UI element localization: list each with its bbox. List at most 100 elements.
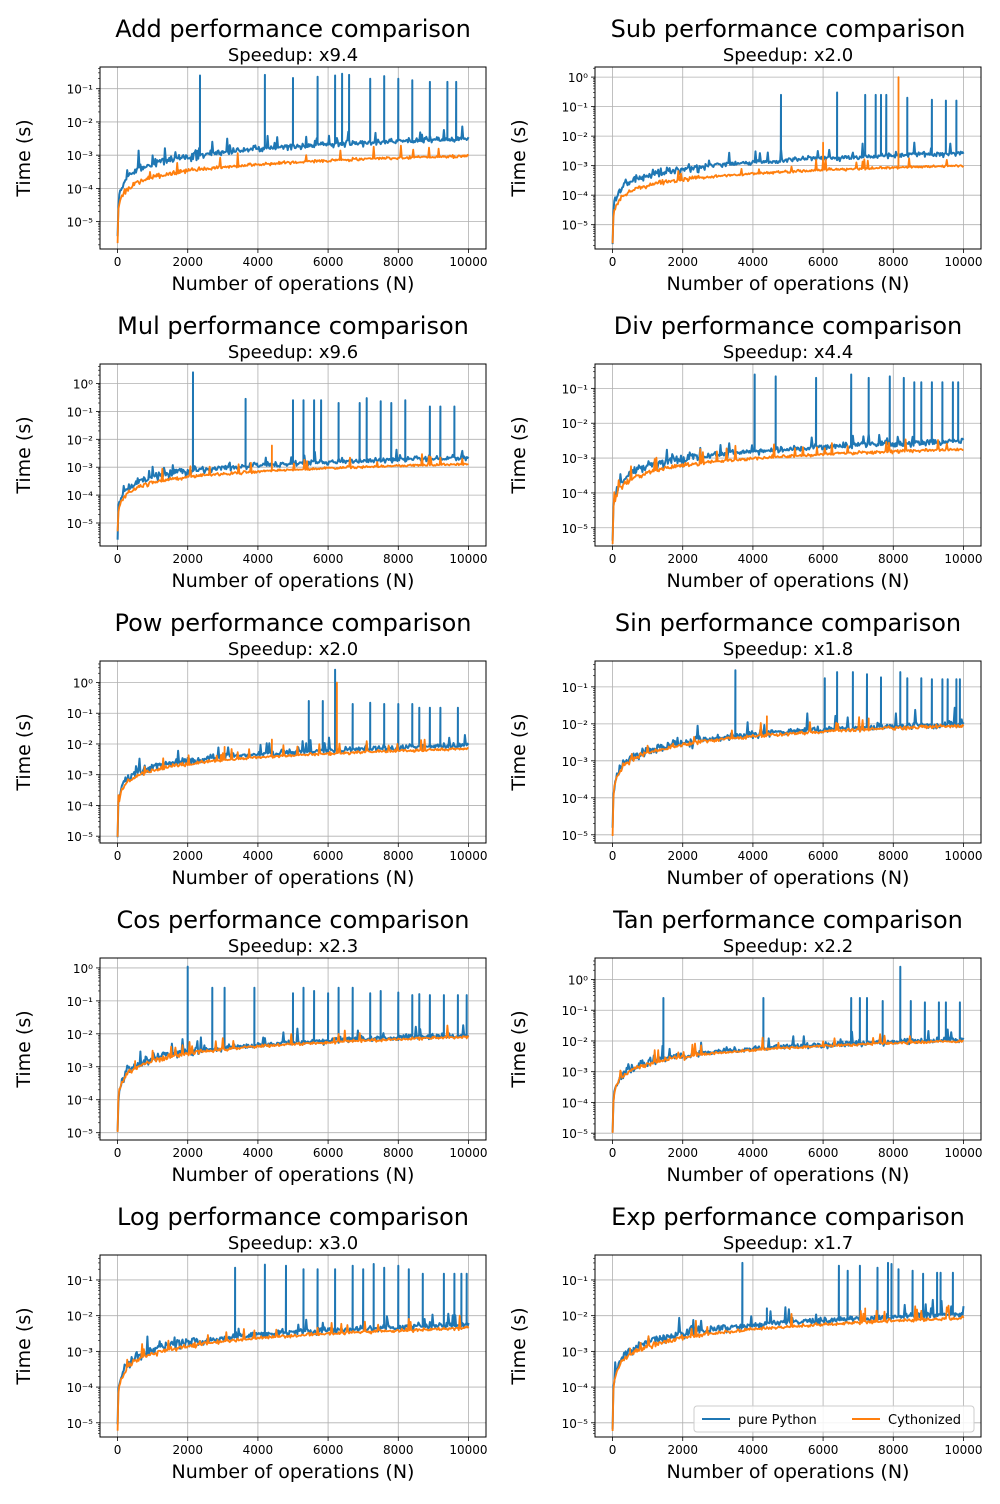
y-tick-label: 10⁻³	[67, 461, 94, 475]
x-tick-label: 6000	[808, 1146, 839, 1160]
y-tick-label: 10⁻²	[562, 130, 589, 144]
y-tick-label: 10⁻⁵	[67, 830, 94, 844]
series-line-cythonized	[611, 715, 965, 837]
x-tick-label: 4000	[243, 1146, 274, 1160]
y-tick-label: 10⁻²	[67, 738, 94, 752]
y-axis-label: Time (s)	[508, 1307, 530, 1385]
chart-title: Sub performance comparison	[611, 15, 966, 43]
y-tick-label: 10⁰	[73, 676, 93, 690]
y-tick-label: 10⁻⁴	[67, 489, 94, 503]
x-tick-label: 8000	[878, 1443, 909, 1457]
y-axis-label: Time (s)	[13, 1307, 35, 1385]
x-tick-label: 2000	[172, 1443, 203, 1457]
y-tick-label: 10⁻¹	[562, 382, 589, 396]
x-axis-label: Number of operations (N)	[172, 273, 415, 295]
chart-title: Div performance comparison	[614, 312, 962, 340]
y-tick-label: 10⁰	[568, 973, 588, 987]
x-tick-label: 6000	[313, 552, 344, 566]
series-line-cythonized	[116, 1024, 470, 1133]
y-tick-label: 10⁻³	[67, 769, 94, 783]
series-line-cythonized	[116, 144, 470, 244]
y-tick-label: 10⁻³	[67, 1061, 94, 1075]
series-group	[611, 669, 965, 837]
x-tick-label: 10000	[449, 1443, 487, 1457]
x-tick-label: 4000	[738, 1146, 769, 1160]
x-tick-label: 0	[609, 255, 617, 269]
series-group	[116, 72, 470, 244]
y-tick-label: 10⁻⁴	[562, 1096, 589, 1110]
chart-subtitle: Speedup: x1.8	[723, 639, 853, 660]
x-tick-label: 2000	[172, 1146, 203, 1160]
y-tick-label: 10⁻¹	[562, 681, 589, 695]
chart-subtitle: Speedup: x2.2	[723, 936, 853, 957]
x-tick-label: 8000	[383, 1443, 414, 1457]
plot-frame	[594, 363, 982, 547]
y-tick-label: 10⁻⁵	[562, 1127, 589, 1141]
y-tick-label: 10⁻¹	[67, 995, 94, 1009]
series-line-cythonized	[611, 76, 965, 244]
x-tick-label: 0	[114, 552, 122, 566]
y-axis-label: Time (s)	[13, 1010, 35, 1088]
y-tick-label: 10⁻⁵	[562, 829, 589, 843]
y-tick-label: 10⁻⁵	[562, 1417, 589, 1431]
y-tick-label: 10⁻³	[562, 1066, 589, 1080]
x-tick-label: 2000	[667, 1443, 698, 1457]
plot-frame	[594, 957, 982, 1141]
series-line-cythonized	[611, 438, 964, 545]
x-tick-label: 6000	[808, 552, 839, 566]
plot-frame	[594, 66, 982, 250]
x-tick-label: 10000	[944, 1443, 982, 1457]
y-tick-label: 10⁻³	[67, 149, 94, 163]
y-tick-label: 10⁻⁵	[67, 216, 94, 230]
chart-subtitle: Speedup: x2.0	[228, 639, 358, 660]
chart-title: Tan performance comparison	[612, 906, 963, 934]
y-tick-label: 10⁻⁴	[67, 1381, 94, 1395]
x-tick-label: 2000	[667, 1146, 698, 1160]
series-group	[116, 965, 470, 1133]
y-tick-label: 10⁻⁵	[562, 219, 589, 233]
chart-subtitle: Speedup: x3.0	[228, 1233, 358, 1254]
x-axis-label: Number of operations (N)	[172, 570, 415, 592]
y-tick-label: 10⁻³	[67, 1345, 94, 1359]
series-line-pure-python	[611, 965, 965, 1133]
y-axis-label: Time (s)	[508, 119, 530, 197]
y-tick-label: 10⁻¹	[67, 405, 94, 419]
series-line-pure-python	[611, 373, 965, 541]
x-tick-label: 8000	[383, 552, 414, 566]
x-tick-label: 0	[609, 552, 617, 566]
x-tick-label: 8000	[878, 552, 909, 566]
plot-frame	[99, 363, 487, 547]
legend-label-cythonized: Cythonized	[888, 1413, 961, 1428]
x-tick-label: 10000	[944, 1146, 982, 1160]
y-tick-label: 10⁻⁵	[562, 522, 589, 536]
x-axis-label: Number of operations (N)	[667, 570, 910, 592]
chart-title: Exp performance comparison	[611, 1203, 965, 1231]
legend-label-pure-python: pure Python	[738, 1413, 817, 1428]
x-tick-label: 6000	[313, 1443, 344, 1457]
y-tick-label: 10⁻⁴	[562, 189, 589, 203]
y-tick-label: 10⁻¹	[67, 1274, 94, 1288]
x-axis-label: Number of operations (N)	[172, 867, 415, 889]
y-tick-label: 10⁻⁴	[562, 487, 589, 501]
x-tick-label: 10000	[449, 849, 487, 863]
y-tick-label: 10⁻¹	[562, 1004, 589, 1018]
x-tick-label: 8000	[878, 1146, 909, 1160]
y-tick-label: 10⁻²	[67, 433, 94, 447]
y-tick-label: 10⁻⁴	[67, 182, 94, 196]
x-axis-label: Number of operations (N)	[667, 867, 910, 889]
plot-frame	[594, 660, 982, 844]
y-tick-label: 10⁻²	[562, 1310, 589, 1324]
x-tick-label: 6000	[808, 255, 839, 269]
x-tick-label: 0	[609, 1146, 617, 1160]
y-tick-label: 10⁻¹	[67, 707, 94, 721]
plot-frame	[99, 957, 487, 1141]
x-tick-label: 4000	[738, 849, 769, 863]
chart-title: Mul performance comparison	[117, 312, 469, 340]
x-tick-label: 8000	[878, 255, 909, 269]
